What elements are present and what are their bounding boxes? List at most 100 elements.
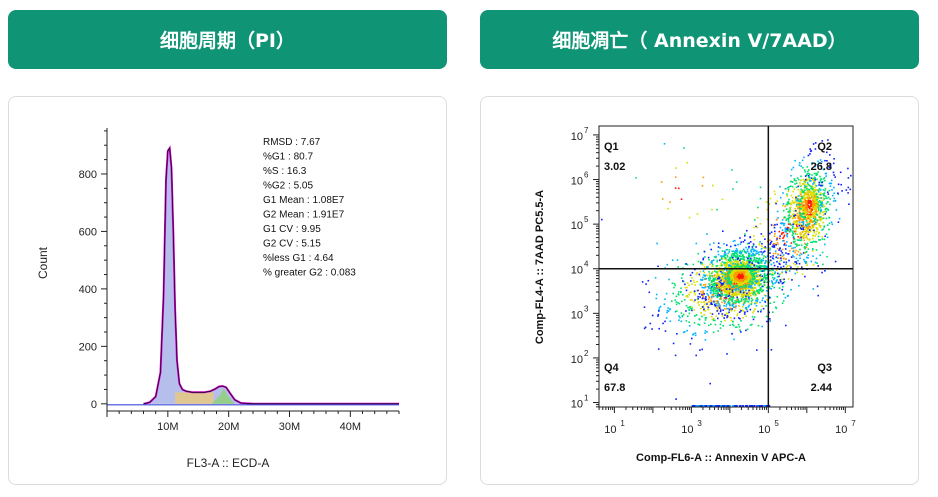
event-point bbox=[693, 290, 696, 292]
event-point bbox=[764, 274, 767, 277]
event-point bbox=[796, 253, 798, 256]
event-point bbox=[758, 242, 761, 245]
event-point bbox=[766, 281, 768, 283]
event-point bbox=[810, 180, 812, 182]
event-point bbox=[810, 260, 813, 263]
event-point bbox=[790, 206, 792, 209]
event-point bbox=[728, 302, 731, 304]
event-point bbox=[717, 293, 720, 296]
event-point bbox=[760, 279, 763, 281]
event-point bbox=[672, 342, 675, 345]
event-point bbox=[727, 266, 729, 269]
event-point bbox=[693, 322, 696, 324]
event-point bbox=[822, 206, 825, 208]
event-point bbox=[804, 175, 807, 177]
event-point bbox=[787, 190, 790, 193]
event-point bbox=[794, 243, 797, 245]
event-point bbox=[797, 217, 799, 219]
event-point bbox=[755, 304, 758, 307]
event-point bbox=[722, 282, 724, 285]
event-point bbox=[784, 227, 787, 230]
event-point bbox=[808, 202, 811, 204]
event-point bbox=[739, 329, 741, 332]
event-point bbox=[684, 286, 687, 289]
event-point bbox=[751, 299, 754, 301]
event-point bbox=[751, 302, 753, 304]
event-point bbox=[798, 262, 801, 265]
event-point bbox=[732, 295, 734, 298]
event-point bbox=[818, 212, 821, 214]
event-point bbox=[760, 277, 763, 280]
event-point bbox=[684, 283, 686, 286]
event-point bbox=[681, 315, 684, 317]
event-point bbox=[814, 235, 817, 237]
event-point bbox=[811, 162, 813, 164]
event-point bbox=[802, 219, 805, 222]
event-point bbox=[713, 288, 716, 290]
event-point bbox=[781, 219, 784, 221]
event-point bbox=[780, 272, 783, 274]
event-point bbox=[726, 285, 729, 288]
event-point bbox=[785, 188, 787, 190]
event-point bbox=[701, 286, 703, 289]
event-point bbox=[697, 260, 700, 263]
event-point bbox=[657, 315, 659, 317]
event-point bbox=[716, 275, 718, 277]
event-point bbox=[758, 251, 760, 253]
event-point bbox=[746, 280, 749, 282]
event-point bbox=[736, 312, 739, 315]
event-point bbox=[723, 253, 726, 255]
event-point bbox=[769, 243, 771, 245]
event-point bbox=[697, 295, 699, 298]
event-point bbox=[750, 303, 753, 306]
event-point bbox=[797, 216, 799, 218]
event-point bbox=[807, 195, 810, 197]
event-point bbox=[727, 286, 730, 289]
event-point bbox=[761, 242, 763, 245]
event-point bbox=[822, 194, 825, 197]
stat-line: % greater G2 : 0.083 bbox=[263, 268, 356, 279]
event-point bbox=[797, 198, 799, 200]
event-point bbox=[811, 221, 814, 224]
event-point bbox=[757, 405, 760, 407]
event-point bbox=[757, 289, 760, 291]
event-point bbox=[754, 249, 757, 252]
event-point bbox=[784, 216, 786, 219]
event-point bbox=[725, 279, 727, 282]
event-point bbox=[745, 256, 748, 259]
apoptosis-panel: 10 1 10 3 10 5 10 7 10 1 10 2 10 3 10 4 10 5 10 6 10 7 Q1 3.02… bbox=[480, 96, 919, 485]
event-point bbox=[758, 266, 761, 269]
event-point bbox=[735, 301, 738, 303]
event-point bbox=[725, 312, 728, 315]
event-point bbox=[727, 271, 730, 274]
y-tick-exponent: 1 bbox=[584, 394, 589, 403]
event-point bbox=[731, 323, 734, 326]
event-point bbox=[742, 294, 745, 296]
event-point bbox=[804, 178, 807, 181]
event-point bbox=[689, 299, 692, 301]
event-point bbox=[703, 300, 706, 303]
event-point bbox=[834, 200, 837, 202]
event-point bbox=[741, 273, 743, 275]
event-point bbox=[807, 213, 809, 216]
event-point bbox=[690, 307, 692, 310]
event-point bbox=[707, 306, 710, 309]
event-point bbox=[733, 286, 735, 288]
event-point bbox=[746, 283, 749, 285]
event-point bbox=[792, 262, 795, 265]
event-point bbox=[806, 192, 809, 194]
event-point bbox=[776, 296, 779, 298]
event-point bbox=[796, 233, 799, 235]
event-point bbox=[742, 256, 744, 258]
event-point bbox=[709, 263, 711, 266]
event-point bbox=[712, 405, 715, 407]
event-point bbox=[733, 252, 735, 255]
event-point bbox=[671, 282, 674, 285]
event-point bbox=[740, 270, 743, 272]
event-point bbox=[763, 294, 766, 296]
event-point bbox=[795, 221, 797, 223]
event-point bbox=[757, 271, 759, 274]
event-point bbox=[742, 288, 745, 291]
event-point bbox=[684, 331, 686, 333]
event-point bbox=[751, 315, 754, 318]
